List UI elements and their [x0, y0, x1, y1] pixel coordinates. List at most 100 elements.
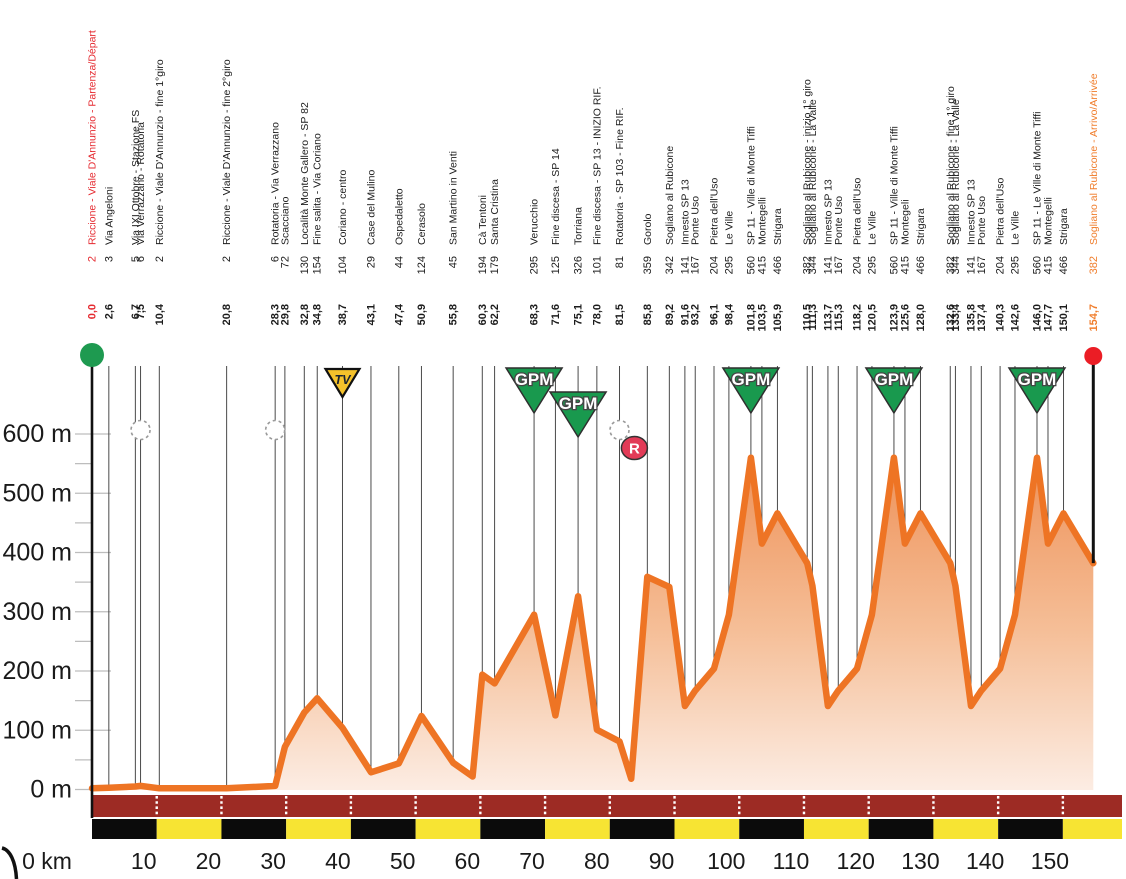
y-axis-label: 300 m — [3, 598, 72, 626]
waypoint-km-label: 91,6 — [679, 304, 691, 325]
gpm-marker-label: GPM — [515, 370, 554, 389]
finish-dot — [1084, 347, 1103, 365]
waypoint-alt-label: 167 — [976, 256, 988, 274]
roundabout-marker-icon — [609, 419, 630, 441]
waypoint-name-label: Ponte Uso — [833, 196, 845, 245]
gpm-marker-label: GPM — [1018, 370, 1057, 389]
waypoint-alt-label: 130 — [299, 256, 311, 274]
waypoint-name-label: SP 11 - Ville di Monte Tiffi — [745, 126, 757, 245]
waypoint-alt-label: 141 — [822, 256, 834, 274]
waypoint-km-label: 125,6 — [899, 304, 911, 332]
x-axis-label: 80 — [584, 848, 610, 874]
waypoint-alt-label: 125 — [550, 256, 562, 274]
waypoint-alt-label: 466 — [1058, 256, 1070, 274]
waypoint-alt-label: 5 — [130, 256, 142, 262]
waypoint-km-label: 142,6 — [1009, 304, 1021, 332]
y-axis-label: 200 m — [3, 657, 72, 685]
waypoint-alt-label: 359 — [642, 256, 654, 274]
waypoint-alt-label: 415 — [756, 256, 768, 274]
x-axis-label: 140 — [966, 848, 1004, 874]
waypoint-alt-label: 204 — [995, 256, 1007, 274]
waypoint-km-label: 103,5 — [756, 304, 768, 332]
lap-bar-segment — [933, 819, 999, 839]
lap-bar-segment — [868, 819, 934, 839]
x-axis-label: 10 — [131, 848, 157, 874]
waypoint-alt-label: 154 — [312, 256, 324, 274]
waypoint-name-label: Rotatoria - Via Verrazzano — [270, 122, 282, 245]
waypoint-name-label: Scacciano — [279, 196, 291, 245]
waypoint-km-label: 137,4 — [976, 303, 988, 331]
waypoint-km-label: 135,8 — [965, 304, 977, 332]
waypoint-name-label: Montegelli — [756, 197, 768, 245]
waypoint-km-label: 68,3 — [529, 304, 541, 325]
waypoint-alt-label: 344 — [807, 256, 819, 274]
waypoint-km-label: 43,1 — [365, 304, 377, 325]
waypoint-alt-label: 415 — [899, 256, 911, 274]
waypoint-km-label: 60,3 — [477, 304, 489, 325]
distance-bar — [93, 795, 1122, 817]
waypoint-name-label: Pietra dell'Uso — [852, 177, 864, 245]
lap-bar-segment — [545, 819, 610, 839]
waypoint-name-label: Ponte Uso — [976, 196, 988, 245]
x-axis-label: 100 — [707, 848, 745, 874]
waypoint-km-label: 7,5 — [135, 304, 147, 319]
lap-bar-segment — [674, 819, 740, 839]
waypoint-name-label: Fine salita - Via Coriano — [312, 133, 324, 245]
waypoint-alt-label: 295 — [723, 256, 735, 274]
waypoint-km-label: 98,4 — [723, 303, 735, 325]
feed-zone-marker-label: R — [629, 441, 640, 458]
waypoint-name-label: Ponte Uso — [690, 196, 702, 245]
roundabout-marker-icon — [264, 419, 286, 441]
x-axis-label: 40 — [325, 848, 351, 874]
waypoint-name-label: Cà Tentoni — [477, 195, 489, 245]
sprint-marker-label: TV — [334, 373, 352, 387]
waypoint-name-label: SP 11 - Le Ville di Monte Tiffi — [1031, 112, 1043, 245]
waypoint-km-label: 20,8 — [221, 304, 233, 325]
waypoint-name-label: Sogliano al Rubicone - fine 1° giro — [945, 86, 957, 245]
x-axis-origin-label: 0 km — [22, 848, 72, 874]
lap-bar-segment — [286, 819, 351, 839]
waypoint-km-label: 93,2 — [690, 304, 702, 325]
x-axis-label: 30 — [260, 848, 286, 874]
waypoint-name-label: Via IXI Ottobre - Stazione FS — [130, 110, 142, 245]
roundabout-marker-icon — [130, 419, 151, 441]
waypoint-km-label: 133,4 — [950, 303, 962, 331]
waypoint-km-label: 115,3 — [833, 304, 845, 331]
waypoint-alt-label: 167 — [690, 256, 702, 274]
x-axis-label: 90 — [649, 848, 675, 874]
waypoint-km-label: 2,6 — [103, 304, 115, 319]
waypoint-alt-label: 194 — [477, 256, 489, 274]
lap-bar-segment — [350, 819, 416, 839]
waypoint-km-label: 154,7 — [1088, 304, 1100, 332]
waypoint-alt-label: 179 — [489, 256, 501, 274]
y-axis-label: 600 m — [3, 420, 72, 448]
waypoint-name-label: Le Ville — [1009, 211, 1021, 245]
x-axis-label: 60 — [455, 848, 481, 874]
waypoint-alt-label: 2 — [87, 256, 99, 262]
waypoint-km-label: 6,7 — [130, 304, 142, 319]
waypoint-km-label: 123,9 — [888, 304, 900, 332]
waypoint-alt-label: 382 — [802, 256, 814, 274]
waypoint-alt-label: 104 — [337, 256, 349, 274]
waypoint-alt-label: 29 — [365, 256, 377, 268]
waypoint-km-label: 132,6 — [945, 304, 957, 332]
start-dot — [80, 343, 104, 367]
waypoint-name-label: Sogliano al Rubicone - Arrivo/Arrivée — [1088, 73, 1100, 245]
waypoint-alt-label: 326 — [573, 256, 585, 274]
waypoint-alt-label: 382 — [1088, 256, 1100, 274]
waypoint-km-label: 34,8 — [312, 304, 324, 325]
waypoint-name-label: Sogliano al Rubicone - inizio 1° giro — [802, 79, 814, 245]
waypoint-km-label: 29,8 — [279, 304, 291, 325]
waypoint-km-label: 89,2 — [664, 304, 676, 325]
waypoint-alt-label: 3 — [103, 256, 115, 262]
waypoint-name-label: SP 11 - Ville di Monte Tiffi — [888, 126, 900, 245]
waypoint-name-label: Riccione - Viale D'Annunzio - fine 1°gir… — [154, 59, 166, 245]
waypoint-km-label: 113,7 — [822, 304, 834, 331]
waypoint-name-label: Cerasolo — [416, 203, 428, 245]
waypoint-km-label: 78,0 — [591, 304, 603, 325]
lap-bar-segment — [803, 819, 869, 839]
waypoint-km-label: 110,5 — [802, 304, 814, 331]
waypoint-name-label: Montegeli — [899, 199, 911, 245]
waypoint-alt-label: 167 — [833, 256, 845, 274]
